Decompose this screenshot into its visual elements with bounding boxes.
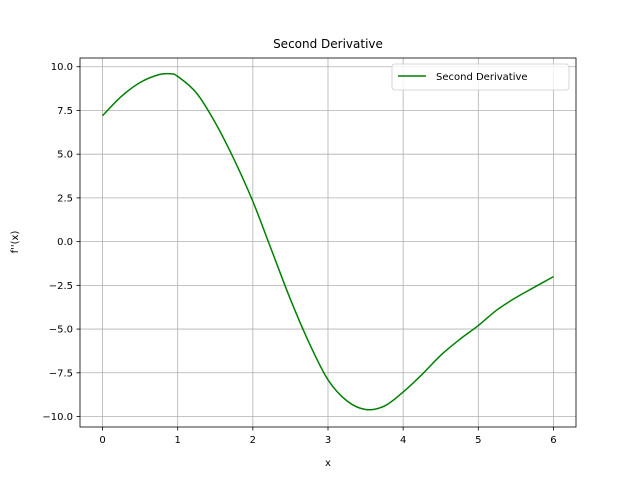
legend-label: Second Derivative <box>436 72 528 83</box>
x-tick-label: 3 <box>325 435 331 446</box>
legend-box <box>391 63 570 91</box>
y-tick-label: 10.0 <box>51 62 73 73</box>
series-line <box>102 72 554 411</box>
y-tick-label: −2.5 <box>49 281 73 292</box>
axis-ticks: 0 1 2 3 4 5 6 10.0 7.5 5.0 2.5 0.0 −2.5 −5.0 −7.5 −10.0 <box>42 62 556 446</box>
x-axis-label: x <box>325 458 331 469</box>
y-tick-label: −10.0 <box>42 412 73 423</box>
x-tick-label: 4 <box>400 435 406 446</box>
x-tick-label: 0 <box>99 435 105 446</box>
y-tick-label: 0.0 <box>57 237 73 248</box>
y-axis-label: f''(x) <box>10 231 21 254</box>
y-tick-label: −7.5 <box>49 368 73 379</box>
legend: Second Derivative <box>391 63 570 91</box>
y-tick-label: 7.5 <box>57 106 73 117</box>
x-tick-label: 2 <box>250 435 256 446</box>
x-tick-label: 6 <box>550 435 556 446</box>
y-tick-label: 2.5 <box>57 193 73 204</box>
y-tick-label: 5.0 <box>57 150 73 161</box>
series-layer <box>102 72 554 411</box>
grid-lines <box>80 58 576 427</box>
x-tick-label: 1 <box>175 435 181 446</box>
y-tick-label: −5.0 <box>49 325 73 336</box>
x-tick-label: 5 <box>475 435 481 446</box>
chart-title: Second Derivative <box>273 37 383 51</box>
